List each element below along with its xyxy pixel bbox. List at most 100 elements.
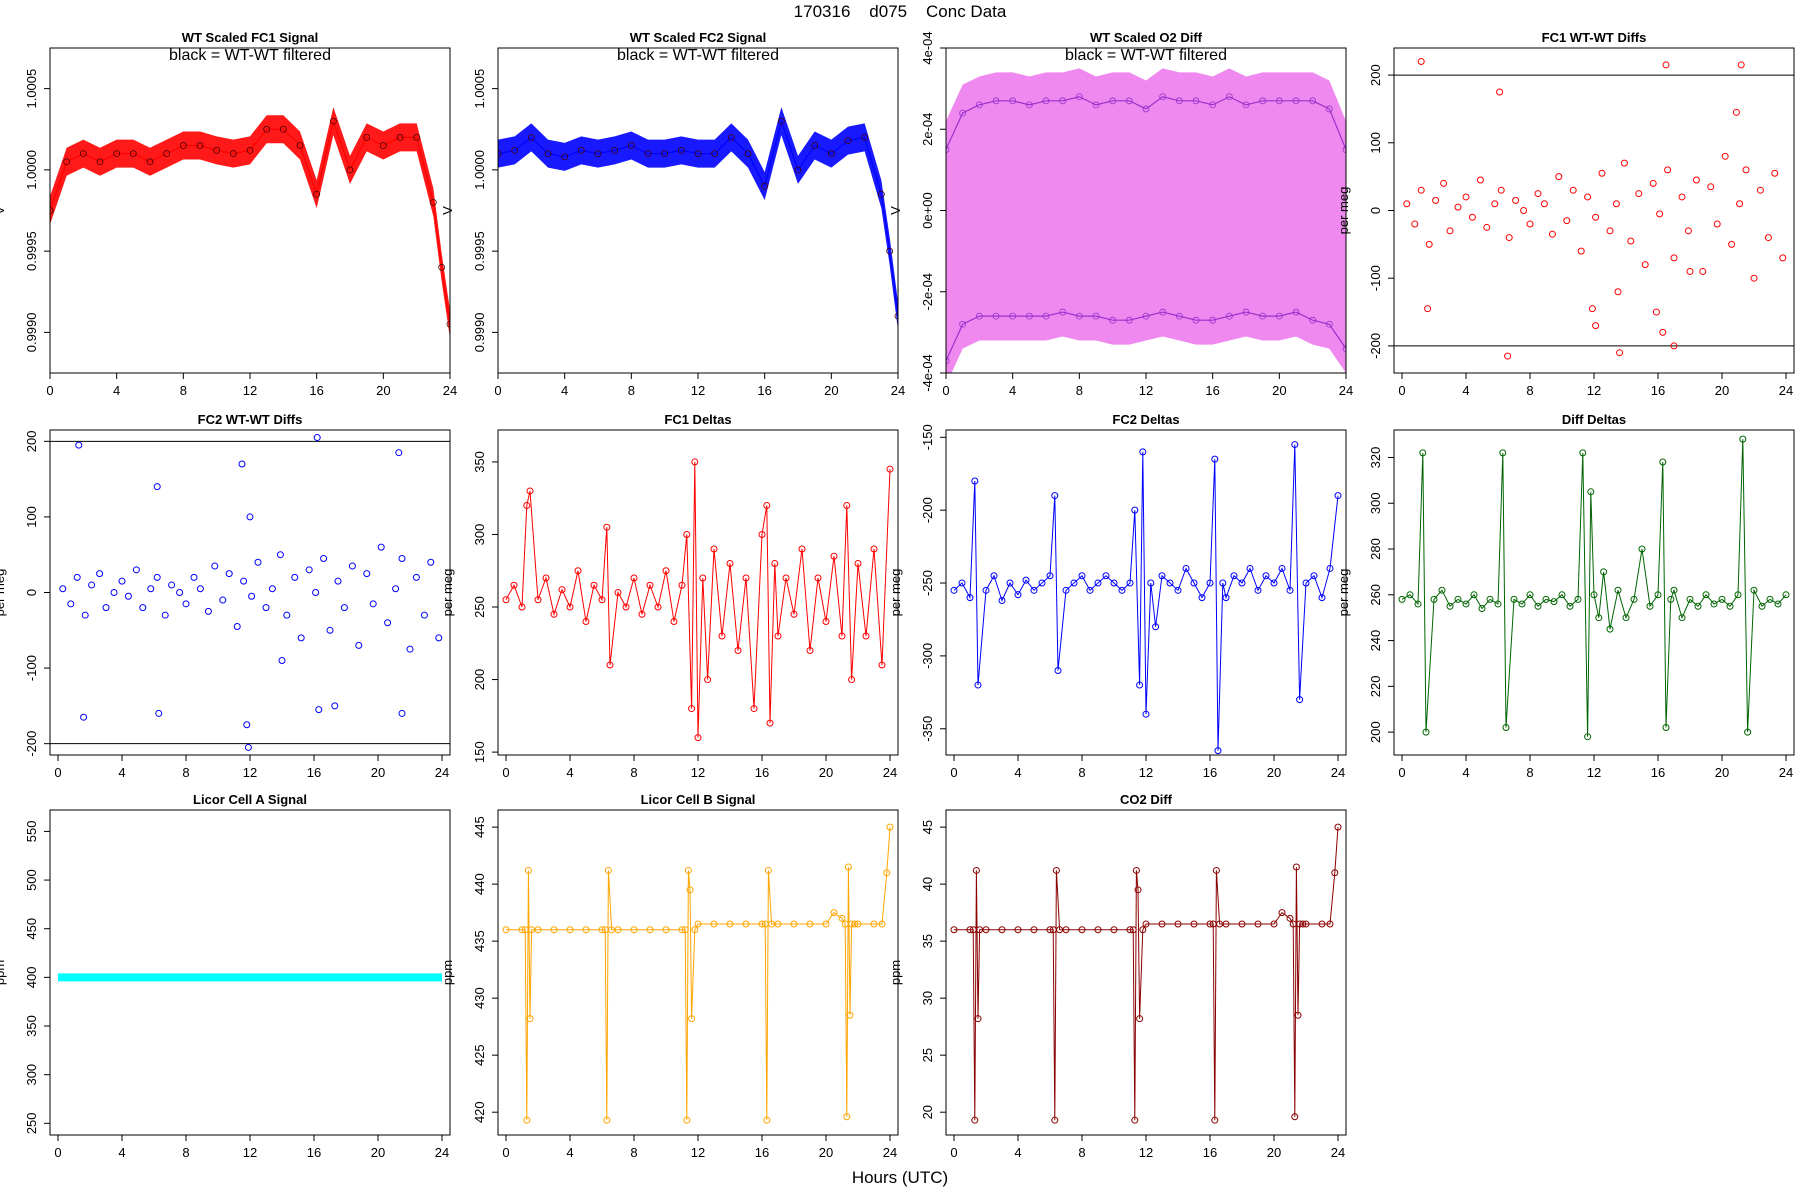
x-tick-label: 8	[182, 1145, 189, 1160]
y-tick-label: 20	[920, 1105, 935, 1119]
data-point	[726, 559, 734, 567]
data-point	[1454, 203, 1462, 211]
data-point	[1291, 1113, 1299, 1121]
data-point	[204, 607, 212, 615]
data-point	[561, 153, 569, 161]
y-tick-label: 30	[920, 991, 935, 1005]
data-point	[1310, 572, 1318, 580]
plot-data-area	[946, 68, 1346, 373]
data-point	[435, 634, 443, 642]
data-point	[146, 158, 154, 166]
data-point	[694, 150, 702, 158]
data-point	[862, 632, 870, 640]
data-point	[972, 866, 980, 874]
data-point	[582, 926, 590, 934]
y-axis-label: ppm	[888, 960, 903, 985]
y-tick-label: -350	[920, 716, 935, 742]
data-point	[806, 647, 814, 655]
data-point	[1659, 328, 1667, 336]
data-point	[1494, 600, 1502, 608]
y-axis-label: per meg	[0, 569, 7, 617]
data-point	[886, 247, 894, 255]
data-point	[1152, 623, 1160, 631]
series-line	[505, 461, 891, 738]
series-line	[1401, 439, 1787, 737]
data-point	[80, 713, 88, 721]
data-point	[1042, 312, 1050, 320]
data-point	[966, 594, 974, 602]
data-point	[1406, 591, 1414, 599]
y-tick-label: -200	[24, 731, 39, 757]
data-point	[1600, 568, 1608, 576]
plot-annotation: black = WT-WT filtered	[617, 47, 779, 64]
data-point	[534, 596, 542, 604]
data-point	[420, 611, 428, 619]
plot-title: FC2 WT-WT Diffs	[198, 412, 303, 427]
data-point	[1534, 190, 1542, 198]
data-point	[848, 676, 856, 684]
x-tick-label: 20	[1272, 383, 1286, 398]
data-point	[1147, 579, 1155, 587]
data-point	[168, 581, 176, 589]
data-point	[1190, 920, 1198, 928]
data-point	[1131, 506, 1139, 514]
y-tick-label: 1.0000	[24, 150, 39, 190]
data-point	[1584, 733, 1592, 741]
data-point	[523, 501, 531, 509]
data-point	[790, 920, 798, 928]
data-point	[683, 530, 691, 538]
data-point	[1334, 492, 1342, 500]
x-tick-label: 16	[1203, 765, 1217, 780]
data-point	[846, 1011, 854, 1019]
x-tick-label: 12	[691, 383, 705, 398]
data-point	[379, 142, 387, 149]
data-point	[861, 133, 869, 141]
plot-data-area	[950, 441, 1342, 755]
data-point	[1686, 595, 1694, 603]
x-tick-label: 24	[1779, 765, 1793, 780]
plot-title: WT Scaled O2 Diff	[1090, 30, 1203, 45]
data-point	[1756, 186, 1764, 194]
data-point	[1627, 237, 1635, 245]
data-point	[1136, 681, 1144, 689]
data-point	[225, 570, 233, 578]
data-point	[161, 611, 169, 619]
data-point	[1190, 579, 1198, 587]
data-point	[1291, 441, 1299, 449]
y-tick-label: 450	[24, 918, 39, 940]
data-point	[806, 920, 814, 928]
data-point	[1737, 61, 1745, 69]
data-point	[1070, 579, 1078, 587]
data-point	[798, 545, 806, 553]
data-point	[1038, 579, 1046, 587]
y-tick-label: 400	[24, 967, 39, 989]
y-tick-label: 100	[1368, 132, 1383, 154]
x-tick-label: 0	[54, 765, 61, 780]
x-tick-label: 8	[1078, 765, 1085, 780]
plot-frame	[49, 809, 451, 1136]
data-point	[827, 150, 835, 158]
x-tick-label: 0	[54, 1145, 61, 1160]
data-point	[1692, 176, 1700, 184]
data-point	[854, 920, 862, 928]
data-point	[1159, 93, 1167, 101]
data-point	[544, 150, 552, 158]
y-tick-label: 0.9995	[472, 231, 487, 271]
plot-annotation: black = WT-WT filtered	[1065, 47, 1227, 64]
data-point	[662, 926, 670, 934]
data-point	[392, 585, 400, 593]
x-tick-label: 20	[371, 1145, 385, 1160]
x-tick-label: 24	[891, 383, 905, 398]
data-point	[1534, 602, 1542, 610]
data-point	[550, 610, 558, 618]
data-point	[1438, 586, 1446, 594]
data-point	[959, 109, 967, 117]
data-point	[1414, 600, 1422, 608]
data-point	[1009, 312, 1017, 320]
data-point	[1510, 595, 1518, 603]
x-tick-label: 8	[180, 383, 187, 398]
plot-title: Licor Cell A Signal	[193, 792, 307, 807]
data-point	[1262, 572, 1270, 580]
data-point	[1078, 926, 1086, 934]
y-tick-label: 0.9990	[472, 312, 487, 352]
